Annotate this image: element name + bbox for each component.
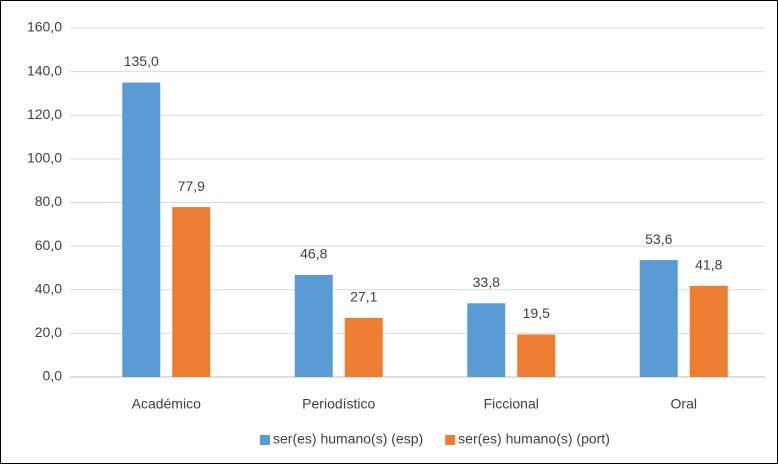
y-tick-label: 100,0 [27,150,62,166]
legend-swatch [260,435,270,445]
bar [689,285,728,377]
bar [122,82,161,377]
legend-label: ser(es) humano(s) (port) [458,431,610,447]
x-tick-label: Oral [671,396,697,412]
value-label: 77,9 [178,178,205,194]
bar [639,260,678,377]
y-tick-label: 140,0 [27,62,62,78]
bar [467,303,506,377]
y-tick-label: 120,0 [27,106,62,122]
bar [517,334,556,377]
y-tick-label: 60,0 [35,237,62,253]
y-tick-label: 40,0 [35,280,62,296]
value-label: 19,5 [523,305,550,321]
y-tick-label: 160,0 [27,19,62,35]
y-tick-label: 20,0 [35,324,62,340]
value-label: 27,1 [350,289,377,305]
bar [172,207,211,377]
y-tick-label: 80,0 [35,193,62,209]
value-label: 41,8 [695,257,722,273]
x-tick-label: Académico [132,396,201,412]
legend-label: ser(es) humano(s) (esp) [273,431,423,447]
bar [344,317,383,377]
x-tick-label: Ficcional [484,396,539,412]
value-label: 33,8 [473,274,500,290]
x-tick-label: Periodístico [302,396,375,412]
value-label: 53,6 [645,231,672,247]
y-tick-label: 0,0 [43,368,63,384]
legend-swatch [445,435,456,445]
bar [294,274,333,377]
value-label: 135,0 [124,53,159,69]
value-label: 46,8 [300,246,327,262]
